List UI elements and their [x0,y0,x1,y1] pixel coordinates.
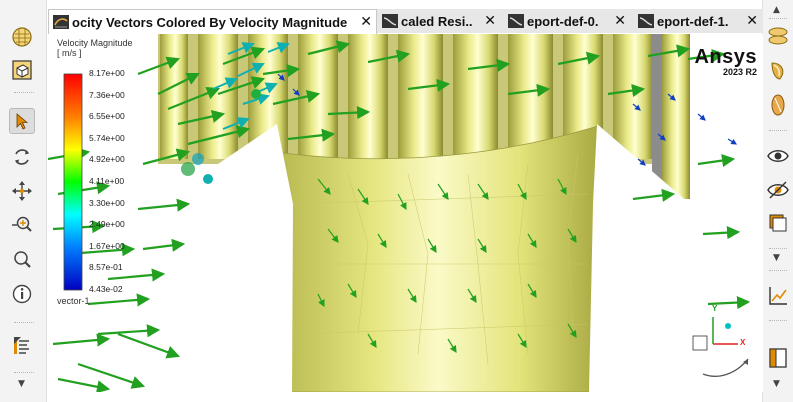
graphics-window-icon [382,14,398,28]
zoom-box-icon[interactable] [9,247,35,273]
triad-x-label: X [740,338,746,347]
tab-label: eport-def-0. [527,13,599,29]
legend-tick-label: 7.36e+00 [89,89,125,100]
legend-footer: vector-1 [57,296,90,306]
legend-tick-label: 4.11e+00 [89,176,125,186]
zoom-in-icon[interactable] [9,212,35,238]
close-icon[interactable]: ✕ [614,13,626,29]
scroll-down-icon[interactable]: ▼ [18,379,25,389]
legend-colormap [63,73,83,291]
shading-icon[interactable] [765,92,791,118]
axes-plot-icon[interactable] [765,283,791,309]
scroll-up-icon[interactable]: ▲ [773,5,780,15]
close-icon[interactable]: ✕ [484,13,496,29]
close-icon[interactable]: ✕ [360,14,372,30]
rotate-icon[interactable] [9,144,35,170]
tab-label: caled Resi.. [401,13,473,29]
tab-velocity-vectors[interactable]: ocity Vectors Colored By Velocity Magnit… [48,9,377,34]
velocity-vectors [48,40,751,392]
legend-tick-label: 8.57e-01 [89,262,123,273]
legend-title-units: [ m/s ] [57,48,82,58]
tank-body [275,125,601,392]
graphics-window-icon [508,14,524,28]
right-toolbar: ▲ ▼ ▼ [762,0,793,402]
lighting-icon[interactable] [765,58,791,84]
scroll-down-icon-right[interactable]: ▼ [773,253,780,263]
legend-tick-label: 4.92e+00 [89,154,125,165]
legend-tick-label: 1.67e+00 [89,240,125,251]
tab-report-def-1[interactable]: eport-def-1. ✕ [634,9,762,33]
select-arrow-icon[interactable] [9,108,35,134]
axis-triad [692,317,749,377]
legend-tick-label: 2.49e+00 [89,219,125,230]
window-icon[interactable] [765,210,791,236]
legend-title-quantity: Velocity Magnitude [57,38,133,48]
tab-report-def-0[interactable]: eport-def-0. ✕ [504,9,630,33]
scroll-down-icon-right-bottom[interactable]: ▼ [773,379,780,389]
legend-tick-label: 3.30e+00 [89,197,125,208]
triad-y-label: Y [712,304,718,313]
cube-fit-icon[interactable] [9,57,35,83]
legend-tick-label: 4.43e-02 [89,284,123,294]
hide-eye-icon[interactable] [765,177,791,203]
display-surface-icon[interactable] [765,24,791,50]
legend-tick-label: 8.17e+00 [89,68,125,78]
ansys-version: 2023 R2 [722,67,757,77]
probe-info-icon[interactable] [9,281,35,307]
tab-label: eport-def-1. [657,13,729,29]
cutout-left [162,124,293,392]
tab-bar: ocity Vectors Colored By Velocity Magnit… [48,9,763,34]
graphics-window-icon [638,14,654,28]
graphics-viewport[interactable]: Velocity Magnitude [ m/s ] 8.17e+00 7.36e… [48,34,763,392]
legend-tick-label: 5.74e+00 [89,132,125,143]
tab-label: ocity Vectors Colored By Velocity Magnit… [72,14,348,30]
close-icon[interactable]: ✕ [746,13,758,29]
legend-title: Velocity Magnitude [ m/s ] [57,38,133,58]
graphics-window-icon [53,15,69,29]
ansys-branding: Ansys 2023 R2 [694,46,757,77]
visibility-eye-icon[interactable] [765,143,791,169]
window-layout-icon[interactable] [765,345,791,371]
pan-icon[interactable] [9,178,35,204]
cfd-render [48,34,751,392]
left-toolbar: ▼ [0,0,47,402]
legend-tick-label: 6.55e+00 [89,111,125,122]
tab-scaled-residuals[interactable]: caled Resi.. ✕ [378,9,500,33]
ansys-logo: Ansys [694,46,757,68]
sphere-view-icon[interactable] [9,24,35,50]
legend-icon[interactable] [9,333,35,359]
